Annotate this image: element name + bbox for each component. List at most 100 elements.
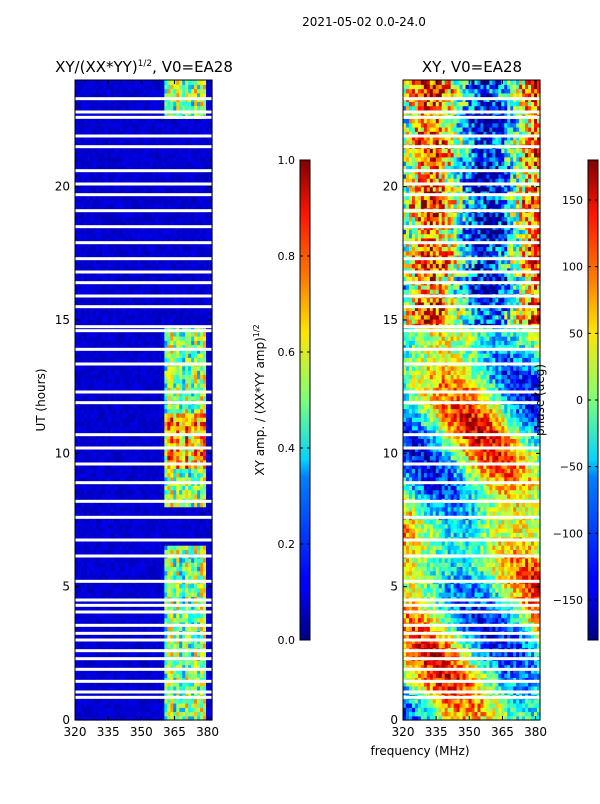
amplitude-heatmap-cell <box>185 681 189 687</box>
amplitude-heatmap-cell <box>185 664 189 670</box>
amplitude-heatmap-cell <box>152 472 157 478</box>
amplitude-heatmap-cell <box>107 408 112 414</box>
amplitude-heatmap-cell <box>98 643 103 649</box>
amplitude-heatmap-cell <box>131 468 136 474</box>
amplitude-heatmap-cell <box>164 417 168 422</box>
amplitude-heatmap-cell <box>116 532 121 538</box>
amplitude-heatmap-cell <box>95 702 100 708</box>
amplitude-heatmap-cell <box>194 425 198 431</box>
amplitude-heatmap-cell <box>119 510 124 516</box>
amplitude-heatmap-cell <box>122 493 127 499</box>
amplitude-heatmap-cell <box>164 540 168 546</box>
amplitude-heatmap-cell <box>167 429 171 435</box>
amplitude-heatmap-cell <box>125 532 130 538</box>
amplitude-heatmap-cell <box>131 651 136 657</box>
amplitude-heatmap-cell <box>122 617 127 623</box>
amplitude-heatmap-cell <box>182 643 186 649</box>
amplitude-heatmap-cell <box>158 417 162 422</box>
amplitude-heatmap-cell <box>194 664 198 670</box>
amplitude-heatmap-cell <box>113 382 118 388</box>
amplitude-heatmap-cell <box>197 408 201 414</box>
amplitude-heatmap-cell <box>110 587 115 593</box>
amplitude-heatmap-cell <box>101 510 106 516</box>
amplitude-heatmap-cell <box>122 651 127 657</box>
amplitude-heatmap-cell <box>164 519 168 525</box>
amplitude-heatmap-cell <box>128 570 133 576</box>
amplitude-heatmap-cell <box>92 711 97 717</box>
amplitude-heatmap-cell <box>131 574 136 580</box>
amplitude-heatmap-cell <box>122 506 127 512</box>
amplitude-heatmap-cell <box>125 395 130 401</box>
amplitude-heatmap-cell <box>158 391 162 397</box>
amplitude-heatmap-cell <box>140 698 145 704</box>
amplitude-heatmap-cell <box>176 468 180 474</box>
amplitude-heatmap-cell <box>200 673 204 678</box>
amplitude-heatmap-cell <box>116 468 121 474</box>
amplitude-heatmap-cell <box>152 451 157 457</box>
amplitude-heatmap-cell <box>122 519 127 525</box>
amplitude-heatmap-cell <box>167 425 171 431</box>
amplitude-heatmap-cell <box>101 417 106 422</box>
amplitude-heatmap-cell <box>134 626 139 631</box>
amplitude-heatmap-cell <box>179 408 183 414</box>
amplitude-heatmap-cell <box>143 634 148 640</box>
amplitude-heatmap-cell <box>107 566 112 572</box>
amplitude-heatmap-cell <box>110 532 115 538</box>
amplitude-heatmap-cell <box>167 493 171 499</box>
amplitude-heatmap-cell <box>176 412 180 418</box>
amplitude-heatmap-cell <box>176 574 180 580</box>
amplitude-heatmap-cell <box>149 711 154 717</box>
amplitude-heatmap-cell <box>89 711 94 717</box>
amplitude-heatmap-cell <box>194 451 198 457</box>
amplitude-heatmap-cell <box>197 660 201 666</box>
amplitude-heatmap-cell <box>197 523 201 529</box>
amplitude-heatmap-cell <box>98 442 103 448</box>
amplitude-heatmap-cell <box>83 485 88 491</box>
amplitude-heatmap-cell <box>77 673 82 678</box>
amplitude-heatmap-cell <box>89 651 94 657</box>
amplitude-heatmap-cell <box>191 566 195 572</box>
amplitude-heatmap-cell <box>167 617 171 623</box>
amplitude-heatmap-cell <box>194 574 198 580</box>
amplitude-heatmap-cell <box>128 634 133 640</box>
amplitude-heatmap-cell <box>200 566 204 572</box>
amplitude-heatmap-cell <box>101 702 106 708</box>
amplitude-heatmap-cell <box>158 455 162 461</box>
amplitude-heatmap-cell <box>170 472 174 478</box>
amplitude-heatmap-cell <box>203 664 207 670</box>
amplitude-heatmap-cell <box>194 438 198 444</box>
amplitude-heatmap-cell <box>83 562 88 567</box>
amplitude-heatmap-cell <box>75 391 79 397</box>
amplitude-heatmap-cell <box>194 464 198 469</box>
amplitude-heatmap-cell <box>119 668 124 674</box>
amplitude-heatmap-cell <box>152 681 157 687</box>
amplitude-heatmap-cell <box>110 604 115 610</box>
amplitude-heatmap-cell <box>125 545 130 550</box>
amplitude-heatmap-cell <box>209 711 213 717</box>
amplitude-heatmap-cell <box>89 421 94 427</box>
amplitude-heatmap-cell <box>134 417 139 422</box>
amplitude-heatmap-cell <box>188 634 192 640</box>
amplitude-heatmap-cell <box>155 643 159 649</box>
amplitude-heatmap-cell <box>86 613 91 619</box>
amplitude-heatmap-cell <box>140 651 145 657</box>
amplitude-heatmap-cell <box>203 613 207 619</box>
amplitude-heatmap-cell <box>209 489 213 495</box>
amplitude-heatmap-cell <box>131 510 136 516</box>
amplitude-heatmap-cell <box>203 574 207 580</box>
amplitude-heatmap-cell <box>167 523 171 529</box>
amplitude-heatmap-cell <box>89 715 94 721</box>
amplitude-heatmap-cell <box>101 673 106 678</box>
amplitude-heatmap-cell <box>143 404 148 410</box>
amplitude-heatmap-cell <box>176 493 180 499</box>
amplitude-heatmap-cell <box>98 523 103 529</box>
amplitude-heatmap-cell <box>92 545 97 550</box>
amplitude-heatmap-cell <box>137 451 142 457</box>
amplitude-heatmap-cell <box>191 545 195 550</box>
amplitude-heatmap-cell <box>128 707 133 713</box>
amplitude-heatmap-cell <box>158 425 162 431</box>
amplitude-heatmap-cell <box>98 472 103 478</box>
amplitude-heatmap-cell <box>107 604 112 610</box>
amplitude-heatmap-cell <box>122 408 127 414</box>
